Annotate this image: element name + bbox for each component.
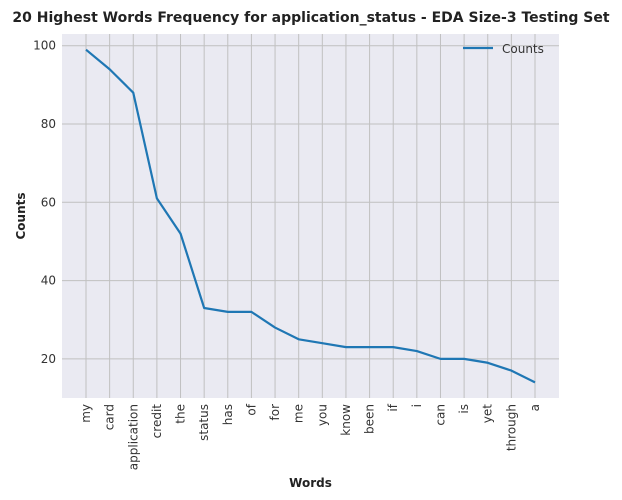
x-tick-label: of bbox=[244, 403, 258, 415]
plot-area bbox=[62, 34, 559, 398]
y-tick-label: 40 bbox=[41, 274, 56, 288]
x-tick-label: has bbox=[221, 404, 235, 425]
legend-label: Counts bbox=[502, 42, 544, 56]
y-tick-label: 80 bbox=[41, 117, 56, 131]
x-tick-label: me bbox=[292, 404, 306, 423]
x-tick-label: through bbox=[504, 404, 518, 451]
y-axis-ticks: 20 40 60 80 100 bbox=[33, 39, 56, 366]
chart-title: 20 Highest Words Frequency for applicati… bbox=[12, 10, 609, 26]
x-tick-label: the bbox=[174, 404, 188, 424]
x-tick-label: know bbox=[339, 404, 353, 436]
x-tick-label: been bbox=[363, 404, 377, 434]
x-axis-label: Words bbox=[289, 476, 332, 490]
y-tick-label: 60 bbox=[41, 195, 56, 209]
x-axis-ticks: my card application credit the status has of for… bbox=[79, 403, 542, 470]
y-tick-label: 100 bbox=[33, 39, 56, 53]
x-tick-label: card bbox=[103, 404, 117, 430]
y-tick-label: 20 bbox=[41, 352, 56, 366]
x-tick-label: application bbox=[126, 404, 140, 470]
x-tick-label: a bbox=[528, 404, 542, 411]
x-tick-label: credit bbox=[150, 404, 164, 439]
x-tick-label: i bbox=[410, 404, 424, 407]
x-tick-label: for bbox=[268, 404, 282, 421]
x-tick-label: you bbox=[315, 404, 329, 426]
x-tick-label: my bbox=[79, 404, 93, 423]
x-tick-label: is bbox=[457, 404, 471, 414]
x-tick-label: if bbox=[386, 403, 400, 411]
x-tick-label: can bbox=[433, 404, 447, 426]
x-tick-label: status bbox=[197, 404, 211, 441]
y-axis-label: Counts bbox=[14, 192, 28, 239]
x-tick-label: yet bbox=[481, 404, 495, 423]
